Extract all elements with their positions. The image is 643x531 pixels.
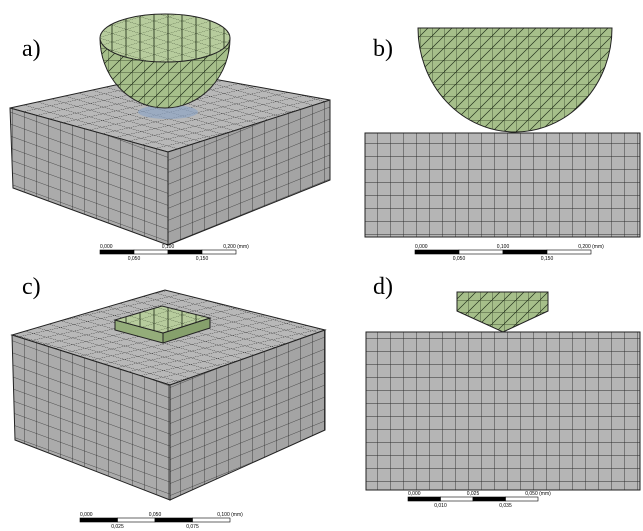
scale-segment bbox=[118, 518, 156, 522]
scale-segment bbox=[441, 497, 474, 501]
panel-label: d) bbox=[373, 274, 393, 300]
scale-label: 0,035 bbox=[499, 503, 512, 509]
panel-d: d) bbox=[366, 274, 640, 490]
scale-segment bbox=[473, 497, 506, 501]
scale-label: 0,050 (mm) bbox=[525, 491, 551, 497]
scale-segment bbox=[408, 497, 441, 501]
scale-segment bbox=[547, 250, 591, 254]
hemisphere-top bbox=[100, 14, 230, 62]
scale-segment bbox=[168, 250, 202, 254]
panel-label: a) bbox=[22, 36, 41, 62]
scale-segment bbox=[506, 497, 539, 501]
scale-label: 0,050 bbox=[453, 256, 466, 262]
scale-label: 0,000 bbox=[415, 244, 428, 250]
scale-label: 0,025 bbox=[467, 491, 480, 497]
scale-label: 0,000 bbox=[408, 491, 421, 497]
scale-segment bbox=[155, 518, 193, 522]
scale-label: 0,050 bbox=[128, 256, 141, 262]
indenter bbox=[457, 292, 548, 332]
panel-b: b) bbox=[365, 28, 640, 237]
figure: a) b) c) d) 0,000 0,050 0,100 0,150 0,200 (m… bbox=[0, 0, 643, 531]
scale-label: 0,000 bbox=[80, 512, 93, 518]
scale-segment bbox=[503, 250, 547, 254]
panel-c: c) bbox=[12, 274, 325, 500]
scale-label: 0,150 bbox=[541, 256, 554, 262]
hemisphere bbox=[418, 28, 612, 132]
scale-segment bbox=[415, 250, 459, 254]
scale-segment bbox=[80, 518, 118, 522]
scale-segment bbox=[100, 250, 134, 254]
scale-segment bbox=[202, 250, 236, 254]
panel-a: a) bbox=[10, 14, 330, 245]
scale-label: 0,100 bbox=[162, 244, 175, 250]
scale-segment bbox=[193, 518, 231, 522]
block bbox=[366, 332, 640, 490]
scale-segment bbox=[459, 250, 503, 254]
scale-label: 0,100 (mm) bbox=[217, 512, 243, 518]
scale-label: 0,025 bbox=[111, 524, 124, 530]
scale-segment bbox=[134, 250, 168, 254]
scale-label: 0,200 (mm) bbox=[223, 244, 249, 250]
scale-label: 0,010 bbox=[434, 503, 447, 509]
scale-label: 0,150 bbox=[196, 256, 209, 262]
scale-label: 0,050 bbox=[149, 512, 162, 518]
block bbox=[365, 133, 640, 237]
panel-label: c) bbox=[22, 274, 41, 300]
scale-label: 0,200 (mm) bbox=[578, 244, 604, 250]
scale-label: 0,075 bbox=[186, 524, 199, 530]
panel-label: b) bbox=[373, 36, 393, 62]
scale-label: 0,000 bbox=[100, 244, 113, 250]
scale-label: 0,100 bbox=[497, 244, 510, 250]
